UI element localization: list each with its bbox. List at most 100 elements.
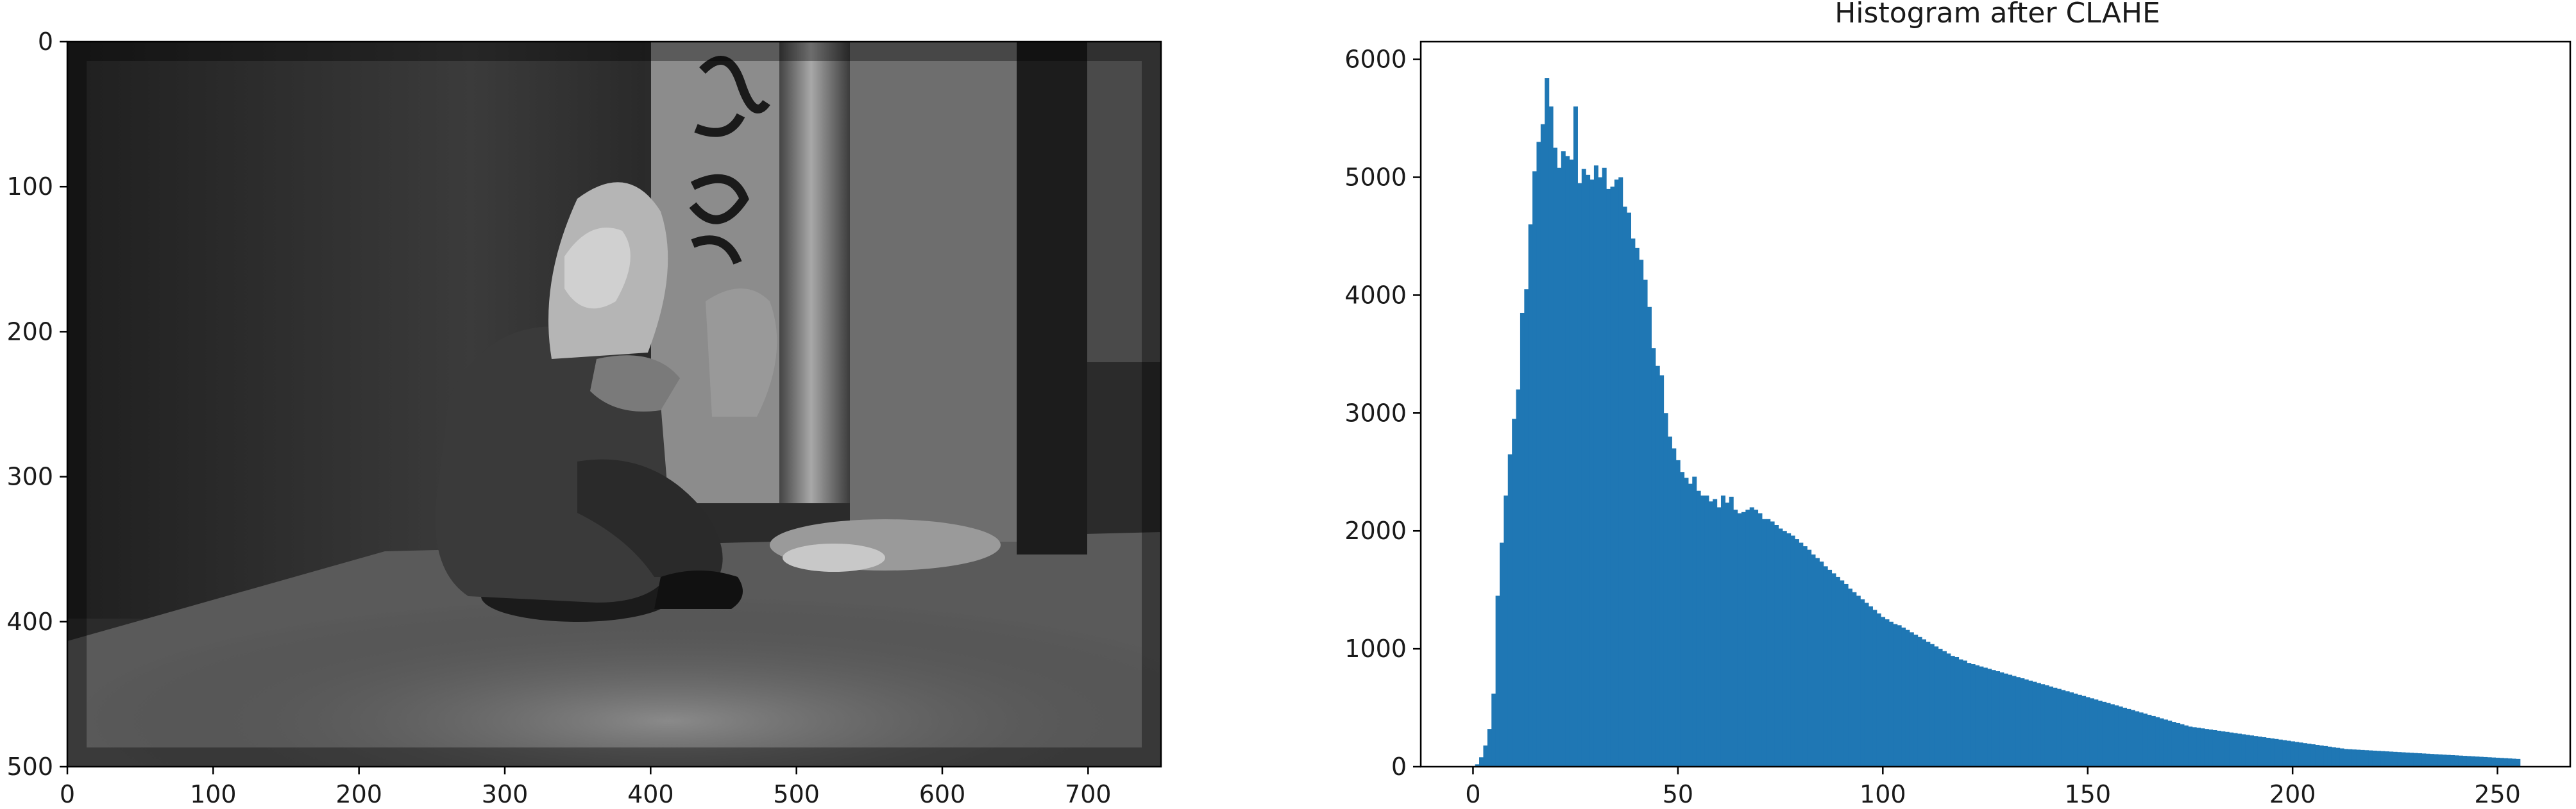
histogram-bar: [1913, 635, 1919, 767]
histogram-bar: [1622, 206, 1627, 767]
histogram-bar: [1782, 531, 1787, 767]
histogram-bar: [1606, 188, 1611, 767]
histogram-bar: [2114, 705, 2119, 767]
histogram-x-tick-label: 0: [1465, 780, 1480, 806]
histogram-bar: [2139, 712, 2144, 767]
histogram-x-tick-label: 150: [2064, 780, 2111, 806]
histogram-x-ticks: 0 50 100 150 200 250: [1465, 767, 2521, 808]
histogram-bar: [1643, 279, 1648, 767]
histogram-bar: [2081, 696, 2087, 767]
histogram-bar: [1627, 212, 1632, 767]
histogram-bar: [1999, 672, 2004, 767]
histogram-bar: [1950, 656, 1955, 767]
histogram-bar: [1684, 478, 1689, 767]
histogram-bar: [2110, 704, 2115, 767]
histogram-bar: [1876, 613, 1881, 767]
histogram-bar: [1897, 625, 1902, 767]
histogram-y-tick-label: 0: [1391, 753, 1407, 781]
histogram-bar: [1749, 507, 1754, 767]
histogram-y-tick-label: 3000: [1344, 399, 1407, 427]
histogram-bar: [2516, 758, 2521, 767]
histogram-bar: [2040, 684, 2046, 767]
histogram-y-tick-label: 2000: [1344, 517, 1407, 545]
histogram-bar: [1589, 179, 1595, 767]
image-x-tick-label: 400: [627, 780, 674, 806]
histogram-bar: [2319, 745, 2324, 767]
histogram-bar: [2454, 755, 2459, 767]
histogram-bar: [1528, 224, 1533, 767]
histogram-bar: [1917, 637, 1922, 767]
histogram-bar: [2237, 733, 2242, 767]
histogram-bar: [1631, 238, 1636, 767]
histogram-bar: [1536, 142, 1541, 767]
histogram-bar: [1639, 260, 1644, 767]
histogram-x-tick-label: 100: [1860, 780, 1906, 806]
histogram-bar: [2499, 758, 2504, 767]
histogram-bar: [2151, 715, 2156, 767]
histogram-bar: [2356, 749, 2361, 767]
histogram-bar: [2290, 741, 2295, 767]
histogram-bar: [1680, 472, 1685, 767]
histogram-bar: [2511, 758, 2516, 767]
histogram-bar: [1475, 764, 1480, 767]
histogram-bar: [1553, 147, 1558, 767]
histogram-bar: [1495, 596, 1500, 767]
histogram-bar: [2159, 718, 2164, 767]
histogram-bar: [2286, 740, 2291, 767]
histogram-bar: [2393, 751, 2398, 767]
histogram-bar: [1532, 171, 1538, 767]
histogram-bar: [2155, 717, 2160, 767]
histogram-bar: [2401, 752, 2406, 767]
histogram-bar: [1790, 535, 1795, 767]
histogram-bar: [1946, 653, 1951, 767]
histogram-bar: [1987, 669, 1992, 767]
histogram-bar: [1487, 729, 1492, 767]
histogram-bar: [1713, 499, 1718, 767]
histogram-bar: [2282, 740, 2287, 767]
histogram-bar: [1962, 660, 1967, 767]
histogram-bar: [1708, 501, 1713, 767]
histogram-bar: [1754, 510, 1759, 767]
histogram-bar: [2163, 719, 2168, 767]
histogram-bar: [1975, 665, 1980, 767]
histogram-bar: [1667, 437, 1672, 767]
histogram-bar: [2487, 757, 2492, 767]
histogram-bar: [2344, 749, 2349, 767]
histogram-bar: [2348, 749, 2353, 767]
histogram-bar: [2200, 728, 2205, 767]
histogram-bar: [2167, 721, 2173, 767]
histogram-bar: [2229, 732, 2234, 767]
histogram-bar: [1811, 554, 1816, 767]
histogram-bar: [1610, 187, 1615, 767]
histogram-bar: [1557, 167, 1562, 767]
histogram-bar: [2413, 753, 2418, 767]
histogram-bar: [1593, 165, 1598, 767]
histogram-bar: [2405, 752, 2410, 767]
histogram-bar: [1504, 496, 1509, 767]
histogram-bar: [1729, 496, 1734, 767]
histogram-bar: [2389, 751, 2394, 767]
histogram-bar: [1872, 610, 1877, 767]
histogram-bar: [2368, 750, 2373, 767]
histogram-bar: [2364, 750, 2369, 767]
histogram-bar: [1934, 646, 1939, 767]
histogram-bar: [1700, 496, 1706, 767]
histogram-x-tick-label: 250: [2474, 780, 2521, 806]
histogram-bar: [1967, 663, 1972, 767]
histogram-bar: [2315, 744, 2320, 767]
histogram-bar: [1647, 306, 1652, 767]
histogram-bar: [2196, 728, 2201, 767]
histogram-bar: [2147, 715, 2152, 767]
histogram-bar: [2335, 747, 2341, 767]
histogram-bar: [1696, 490, 1701, 767]
histogram-bar: [1958, 659, 1963, 767]
histogram-bar: [2495, 758, 2500, 767]
histogram-bar: [1996, 671, 2000, 767]
histogram-bar: [1888, 621, 1894, 767]
histogram-bar: [1815, 558, 1820, 767]
histogram-bar: [1516, 389, 1521, 767]
histogram-bar: [2028, 680, 2033, 767]
histogram-bar: [1942, 651, 1947, 767]
histogram-bar: [1774, 525, 1779, 767]
histogram-bar: [2471, 756, 2476, 767]
